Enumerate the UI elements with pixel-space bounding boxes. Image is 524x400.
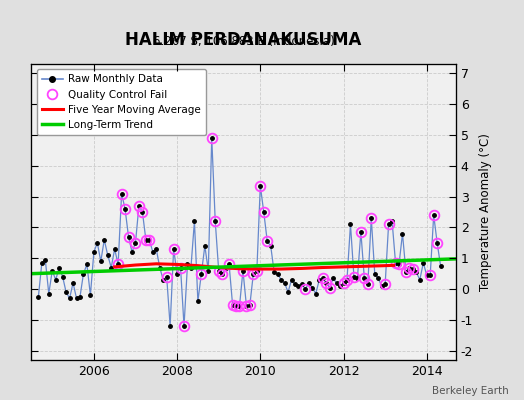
Text: Berkeley Earth: Berkeley Earth xyxy=(432,386,508,396)
Legend: Raw Monthly Data, Quality Control Fail, Five Year Moving Average, Long-Term Tren: Raw Monthly Data, Quality Control Fail, … xyxy=(37,69,206,135)
Title: HALIM PERDANAKUSUMA: HALIM PERDANAKUSUMA xyxy=(125,30,362,48)
Y-axis label: Temperature Anomaly (°C): Temperature Anomaly (°C) xyxy=(478,133,492,291)
Text: 6.267 S, 106.883 E (Indonesia): 6.267 S, 106.883 E (Indonesia) xyxy=(153,35,334,48)
